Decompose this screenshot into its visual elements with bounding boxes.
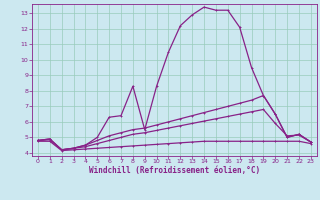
X-axis label: Windchill (Refroidissement éolien,°C): Windchill (Refroidissement éolien,°C) [89,166,260,175]
